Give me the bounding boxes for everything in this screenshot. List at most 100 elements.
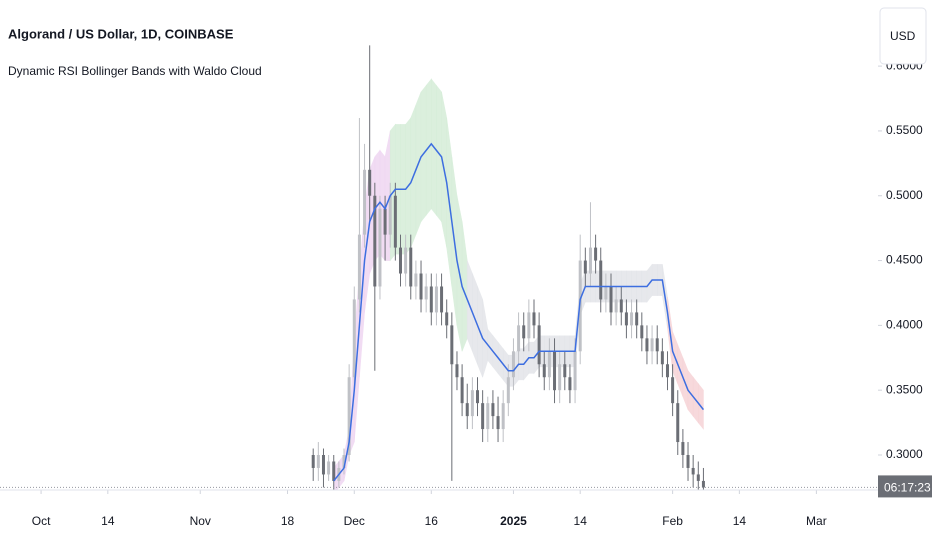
x-tick-label: 2025	[500, 514, 527, 528]
x-tick-label: Mar	[806, 514, 827, 528]
x-tick-label: 16	[425, 514, 439, 528]
candle-body	[465, 403, 469, 417]
candle-body	[373, 195, 377, 287]
candle-body	[470, 390, 474, 417]
candle-body	[676, 403, 680, 443]
candle-body	[393, 195, 397, 248]
candle-body	[398, 247, 402, 274]
candle-body	[517, 325, 521, 352]
candle-body	[486, 403, 490, 430]
candle-body	[671, 377, 675, 404]
candle-body	[455, 364, 459, 378]
candle-body	[655, 338, 659, 352]
candle-body	[686, 455, 690, 468]
candle-body	[563, 364, 567, 378]
candle-body	[553, 351, 557, 391]
candle-body	[665, 364, 669, 378]
candle-body	[558, 364, 562, 391]
candle-body	[532, 312, 536, 326]
candle-body	[573, 351, 577, 391]
y-tick-label: 0.5000	[886, 188, 923, 202]
candle-body	[522, 325, 526, 339]
candle-body	[419, 273, 423, 300]
candle-body	[609, 286, 613, 313]
x-tick-label: Dec	[344, 514, 365, 528]
candle-body	[604, 286, 608, 300]
candle-body	[496, 416, 500, 430]
candle-body	[368, 169, 372, 196]
candle-body	[691, 467, 695, 475]
candle-body	[527, 312, 531, 339]
currency-label[interactable]: USD	[890, 29, 916, 43]
candle-body	[388, 195, 392, 235]
x-tick-label: Feb	[662, 514, 683, 528]
candle-body	[440, 286, 444, 313]
candle-body	[429, 286, 433, 313]
candle-body	[363, 169, 367, 235]
candle-body	[635, 312, 639, 326]
candle-body	[383, 208, 387, 235]
candle-body	[588, 247, 592, 274]
candle-body	[619, 299, 623, 313]
y-tick-label: 0.4000	[886, 318, 923, 332]
candle-body	[491, 403, 495, 417]
candle-body	[614, 299, 618, 313]
y-tick-label: 0.5500	[886, 123, 923, 137]
candle-body	[357, 234, 361, 300]
candle-body	[547, 351, 551, 378]
candle-body	[434, 286, 438, 313]
candle-body	[445, 312, 449, 326]
candle-body	[660, 351, 664, 365]
x-tick-label: 14	[574, 514, 588, 528]
candle-body	[599, 260, 603, 300]
candle-body	[696, 474, 700, 481]
candle-body	[460, 377, 464, 404]
x-tick-label: 14	[101, 514, 115, 528]
chart-title: Algorand / US Dollar, 1D, COINBASE	[8, 26, 234, 41]
candle-body	[450, 325, 454, 365]
y-tick-label: 0.3500	[886, 382, 923, 396]
x-tick-label: Nov	[190, 514, 211, 528]
candle-body	[511, 351, 515, 378]
candle-body	[594, 247, 598, 261]
currency-button[interactable]	[879, 7, 927, 65]
countdown: 06:17:23	[884, 481, 931, 495]
candle-body	[568, 377, 572, 391]
candle-body	[332, 461, 336, 481]
candle-body	[414, 273, 418, 287]
indicator-name: Dynamic RSI Bollinger Bands with Waldo C…	[8, 64, 262, 78]
candle-body	[404, 247, 408, 274]
candle-body	[476, 390, 480, 404]
countdown-box	[878, 475, 932, 498]
candle-body	[645, 338, 649, 352]
candle-body	[311, 455, 315, 468]
candle-body	[640, 325, 644, 339]
x-tick-label: 18	[281, 514, 295, 528]
candle-body	[583, 260, 587, 274]
candle-body	[409, 247, 413, 287]
axes: 0.30000.35000.40000.45000.50000.55000.60…	[0, 58, 932, 528]
candle-body	[342, 455, 346, 468]
candle-body	[347, 377, 351, 455]
candle-body	[624, 312, 628, 326]
candle-body	[681, 442, 685, 455]
candle-body	[481, 403, 485, 430]
y-tick-label: 0.4500	[886, 253, 923, 267]
candle-body	[506, 377, 510, 404]
plot-area	[0, 45, 878, 490]
candle-body	[321, 455, 325, 475]
candle-body	[701, 480, 705, 488]
basis-line	[333, 142, 705, 482]
candle-body	[501, 403, 505, 430]
candle-body	[650, 338, 654, 352]
candle-body	[424, 286, 428, 300]
candle-body	[316, 455, 320, 468]
candle-body	[542, 364, 546, 378]
candle-body	[327, 461, 331, 475]
y-tick-label: 0.3000	[886, 447, 923, 461]
candle-body	[378, 208, 382, 287]
x-tick-label: Oct	[32, 514, 51, 528]
candle-body	[537, 325, 541, 365]
x-tick-label: 14	[733, 514, 747, 528]
